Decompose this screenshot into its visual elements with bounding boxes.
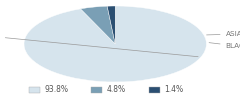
Text: 4.8%: 4.8% (107, 86, 126, 94)
Text: BLACK: BLACK (209, 43, 240, 49)
FancyBboxPatch shape (91, 87, 102, 93)
Wedge shape (107, 6, 115, 44)
Wedge shape (81, 6, 115, 44)
Text: 1.4%: 1.4% (164, 86, 184, 94)
Text: WHITE: WHITE (0, 33, 198, 57)
Text: ASIAN: ASIAN (207, 31, 240, 37)
FancyBboxPatch shape (29, 87, 40, 93)
FancyBboxPatch shape (149, 87, 160, 93)
Wedge shape (24, 6, 206, 82)
Text: 93.8%: 93.8% (44, 86, 68, 94)
